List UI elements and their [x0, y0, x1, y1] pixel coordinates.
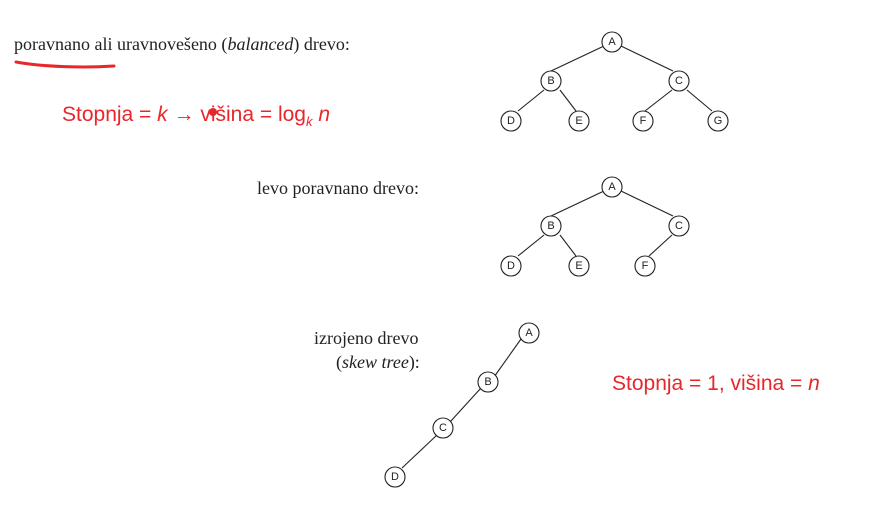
- svg-text:A: A: [608, 36, 616, 48]
- svg-text:B: B: [547, 220, 554, 232]
- tree-node-b: B: [477, 371, 499, 393]
- balanced-caption-main: poravnano ali uravnovešeno (: [14, 34, 228, 54]
- red-dot: [209, 108, 217, 116]
- edge-b-d: [517, 89, 545, 112]
- edge-a-c: [620, 45, 674, 72]
- skew-formula: Stopnja = 1, višina = n: [612, 372, 820, 396]
- tree-node-f: F: [632, 110, 654, 132]
- formula-n: n: [318, 103, 331, 126]
- edge-c-d: [401, 434, 438, 469]
- arrow-icon: →: [173, 103, 195, 126]
- balanced-tree: A B C D E F G: [500, 31, 729, 132]
- svg-text:C: C: [675, 220, 683, 232]
- tree-node-g: G: [707, 110, 729, 132]
- edge-a-b: [493, 338, 522, 378]
- formula-mid: višina = log: [194, 103, 306, 126]
- svg-text:B: B: [547, 75, 554, 87]
- red-underline: [14, 60, 116, 69]
- svg-text:E: E: [575, 260, 582, 272]
- tree-node-f: F: [634, 255, 656, 277]
- tree-node-c: C: [432, 417, 454, 439]
- formula-sub: k: [305, 114, 313, 130]
- edge-b-c: [449, 387, 482, 423]
- tree-node-e: E: [568, 255, 590, 277]
- svg-text:B: B: [484, 376, 491, 388]
- svg-text:F: F: [642, 260, 649, 272]
- balanced-formula: Stopnja = k → višina = logk n: [62, 103, 330, 129]
- tree-node-e: E: [568, 110, 590, 132]
- svg-text:A: A: [608, 181, 616, 193]
- formula-k: k: [157, 103, 168, 126]
- svg-text:C: C: [439, 422, 447, 434]
- svg-text:F: F: [640, 115, 647, 127]
- edge-b-e: [559, 234, 577, 257]
- edge-c-f: [644, 89, 673, 112]
- edge-b-e: [559, 89, 577, 112]
- skew-caption-open: (: [336, 352, 342, 372]
- skew-caption-italic: skew tree: [342, 352, 409, 372]
- svg-text:G: G: [714, 115, 723, 127]
- edge-c-f: [648, 234, 673, 257]
- skew-tree-caption-line2: (skew tree):: [336, 352, 420, 373]
- svg-text:E: E: [575, 115, 582, 127]
- tree-node-a: A: [601, 176, 623, 198]
- tree-node-d: D: [500, 255, 522, 277]
- left-balanced-tree: A B C D E F: [500, 176, 690, 277]
- svg-text:D: D: [507, 260, 515, 272]
- edge-c-g: [686, 89, 713, 112]
- tree-node-c: C: [668, 215, 690, 237]
- svg-text:D: D: [391, 471, 399, 483]
- skew-formula-text: Stopnja = 1, višina =: [612, 372, 809, 395]
- svg-text:D: D: [507, 115, 515, 127]
- edge-a-b: [550, 45, 605, 72]
- edge-a-b: [550, 190, 605, 217]
- svg-text:C: C: [675, 75, 683, 87]
- tree-node-d: D: [500, 110, 522, 132]
- left-balanced-caption: levo poravnano drevo:: [257, 178, 419, 198]
- balanced-tree-caption: poravnano ali uravnovešeno (balanced) dr…: [14, 34, 350, 55]
- skew-tree: A B C D: [384, 322, 540, 488]
- skew-caption-close: ):: [408, 352, 420, 372]
- svg-text:A: A: [525, 327, 533, 339]
- balanced-caption-end: ) drevo:: [293, 34, 350, 54]
- tree-node-b: B: [540, 70, 562, 92]
- skew-tree-caption-line1: izrojeno drevo: [314, 328, 419, 348]
- formula-prefix: Stopnja =: [62, 103, 158, 126]
- balanced-caption-italic: balanced: [227, 34, 294, 54]
- tree-node-d: D: [384, 466, 406, 488]
- tree-node-b: B: [540, 215, 562, 237]
- tree-node-c: C: [668, 70, 690, 92]
- tree-node-a: A: [518, 322, 540, 344]
- edge-b-d: [517, 234, 545, 257]
- tree-node-a: A: [601, 31, 623, 53]
- skew-formula-n: n: [808, 372, 820, 395]
- edge-a-c: [620, 190, 674, 217]
